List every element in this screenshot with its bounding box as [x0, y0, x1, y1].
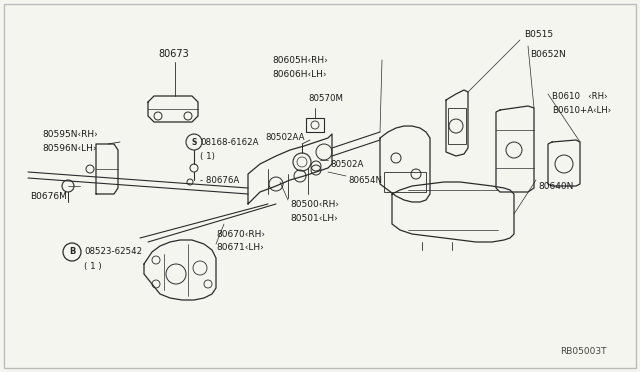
- Text: B0676M: B0676M: [30, 192, 67, 201]
- Bar: [306, 118, 324, 132]
- Text: 80570M: 80570M: [308, 93, 343, 103]
- Text: 08523-62542: 08523-62542: [84, 247, 142, 257]
- Text: B: B: [69, 247, 75, 257]
- Text: 80673: 80673: [158, 49, 189, 59]
- Text: 80595N‹RH›: 80595N‹RH›: [42, 129, 98, 138]
- Text: 08168-6162A: 08168-6162A: [200, 138, 259, 147]
- Text: B0610+A‹LH›: B0610+A‹LH›: [552, 106, 611, 115]
- Text: ( 1): ( 1): [200, 151, 215, 160]
- Text: 80654N: 80654N: [348, 176, 382, 185]
- Text: 80500‹RH›: 80500‹RH›: [290, 199, 339, 208]
- Text: 80596N‹LH›: 80596N‹LH›: [42, 144, 97, 153]
- Text: S: S: [191, 138, 196, 147]
- Bar: [384, 172, 426, 192]
- Text: 80605H‹RH›: 80605H‹RH›: [272, 55, 328, 64]
- Text: 80502A: 80502A: [330, 160, 364, 169]
- Text: 80501‹LH›: 80501‹LH›: [290, 214, 338, 222]
- Text: - 80676A: - 80676A: [200, 176, 239, 185]
- Text: B0610   ‹RH›: B0610 ‹RH›: [552, 92, 607, 100]
- Bar: [448, 108, 466, 144]
- Text: ( 1 ): ( 1 ): [84, 262, 102, 270]
- Text: 80670‹RH›: 80670‹RH›: [216, 230, 265, 238]
- Text: 80502AA: 80502AA: [265, 132, 305, 141]
- Text: 80671‹LH›: 80671‹LH›: [216, 244, 264, 253]
- Text: B0652N: B0652N: [530, 49, 566, 58]
- Text: 80640N: 80640N: [538, 182, 573, 190]
- Text: RB05003T: RB05003T: [560, 347, 607, 356]
- Text: 80606H‹LH›: 80606H‹LH›: [272, 70, 326, 78]
- Text: B0515: B0515: [524, 29, 553, 38]
